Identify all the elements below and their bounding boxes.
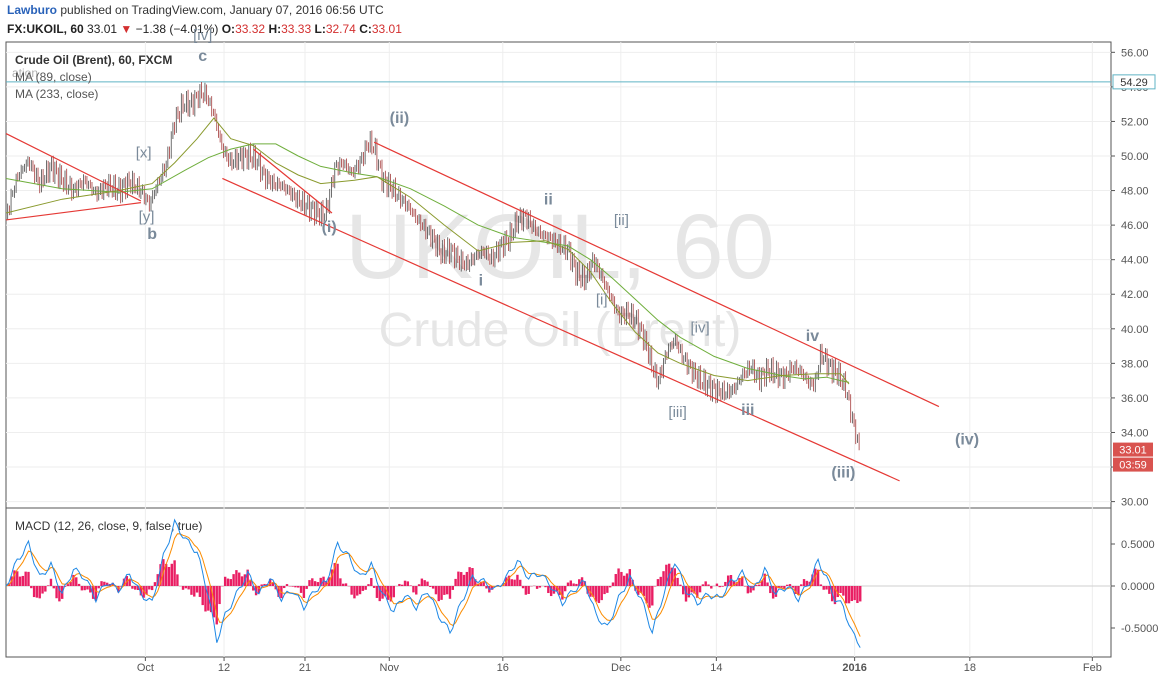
trendlines	[5, 132, 940, 482]
wave-labels: [iv] c [x] [y]b (ii) (i) ii [ii] i [i] [iv] [iii] ii…	[136, 27, 979, 481]
wave-label[interactable]: [iv]	[690, 319, 709, 336]
macd-signal-line	[5, 533, 861, 637]
legend-ma89[interactable]: MA (89, close)	[15, 70, 92, 84]
wave-label[interactable]: [iv]	[193, 27, 212, 44]
time-axis[interactable]: Oct 12 21 Nov 16 Dec 14 2016 18 Feb	[137, 657, 1102, 674]
high-label: H:	[268, 22, 282, 36]
wave-label[interactable]: b	[147, 226, 157, 243]
time-tick-label: Oct	[137, 662, 154, 674]
price-tick-label: 38.00	[1121, 358, 1149, 370]
low-label: L:	[314, 22, 326, 36]
open-value: 33.32	[235, 22, 266, 36]
trendline[interactable]	[252, 148, 333, 214]
symbol-name: FX:UKOIL, 60	[7, 22, 84, 36]
price-tick-label: 34.00	[1121, 427, 1149, 439]
close-label: C:	[359, 22, 372, 36]
trendline[interactable]	[5, 202, 141, 221]
ma233-line[interactable]	[5, 117, 850, 385]
time-tick-label: 14	[710, 662, 722, 674]
macd-tick-label: -0.5000	[1121, 623, 1158, 635]
price-tick-label: 42.00	[1121, 289, 1149, 301]
wave-label[interactable]: i	[479, 273, 483, 290]
price-tick-label: 48.00	[1121, 186, 1149, 198]
symbol-header: FX:UKOIL, 60 33.01 ▼ −1.38 (−4.01%) O:33…	[7, 22, 402, 36]
time-tick-label: Feb	[1083, 662, 1102, 674]
wave-label[interactable]: (i)	[322, 219, 337, 236]
down-arrow-icon: ▼	[120, 22, 133, 36]
publisher-name[interactable]: Lawburo	[7, 3, 57, 17]
countdown-badge-text: 03:59	[1119, 460, 1147, 472]
legend-clipped-text: ation	[12, 66, 38, 80]
wave-label[interactable]: [ii]	[614, 212, 629, 229]
time-tick-label: 16	[497, 662, 509, 674]
wave-label[interactable]: [y]	[139, 209, 155, 226]
trendline[interactable]	[5, 132, 142, 202]
price-tick-label: 30.00	[1121, 497, 1149, 509]
wave-label[interactable]: (iii)	[831, 464, 855, 481]
wave-label[interactable]: c	[198, 48, 207, 65]
time-tick-label: 18	[964, 662, 976, 674]
hline-badge-text: 54.29	[1120, 77, 1148, 89]
wave-label[interactable]: iv	[806, 328, 819, 345]
close-value: 33.01	[371, 22, 402, 36]
price-tick-label: 56.00	[1121, 47, 1149, 59]
last-price: 33.01	[87, 22, 118, 36]
publish-header: Lawburo published on TradingView.com, Ja…	[7, 3, 384, 17]
legend-ma233[interactable]: MA (233, close)	[15, 87, 98, 101]
macd-histogram	[7, 559, 862, 625]
macd-legend[interactable]: MACD (12, 26, close, 9, false, true)	[15, 519, 202, 533]
price-tick-label: 36.00	[1121, 393, 1149, 405]
wave-label[interactable]: iii	[741, 402, 754, 419]
time-tick-label: Dec	[611, 662, 631, 674]
trendline[interactable]	[373, 141, 940, 408]
open-label: O:	[221, 22, 236, 36]
publish-info: published on TradingView.com, January 07…	[60, 3, 384, 17]
price-tick-label: 40.00	[1121, 324, 1149, 336]
legend-instrument[interactable]: Crude Oil (Brent), 60, FXCM	[15, 53, 172, 67]
wave-label[interactable]: [iii]	[668, 404, 686, 421]
price-tick-label: 52.00	[1121, 116, 1149, 128]
price-tick-label: 46.00	[1121, 220, 1149, 232]
wave-label[interactable]: (ii)	[390, 110, 410, 127]
wave-label[interactable]: ii	[544, 191, 553, 208]
wave-label[interactable]: [i]	[596, 292, 608, 309]
grid	[6, 42, 1111, 657]
high-value: 33.33	[281, 22, 312, 36]
macd-tick-label: 0.5000	[1121, 539, 1155, 551]
last-price-badge-text: 33.01	[1119, 445, 1147, 457]
wave-label[interactable]: [x]	[136, 145, 152, 162]
time-tick-label: Nov	[380, 662, 400, 674]
watermark-name: Crude Oil (Brent)	[379, 304, 742, 357]
price-axis[interactable]: 30.0032.0034.0036.0038.0040.0042.0044.00…	[1111, 47, 1149, 509]
price-tick-label: 44.00	[1121, 255, 1149, 267]
time-tick-label: 12	[218, 662, 230, 674]
hline-badge: 54.29	[1112, 74, 1156, 90]
trendline[interactable]	[222, 177, 900, 482]
time-tick-label: 21	[299, 662, 311, 674]
watermark-symbol: UKOIL, 60	[345, 196, 775, 298]
last-price-badge: 33.01 03:59	[1113, 442, 1153, 472]
price-tick-label: 50.00	[1121, 151, 1149, 163]
ma89-line[interactable]	[5, 143, 850, 383]
low-value: 32.74	[325, 22, 356, 36]
macd-axis[interactable]: 0.5000 0.0000 -0.5000	[1111, 539, 1158, 635]
wave-label[interactable]: (iv)	[955, 432, 979, 449]
time-tick-label: 2016	[842, 662, 866, 674]
macd-line	[5, 518, 861, 648]
price-change: −1.38 (−4.01%)	[135, 22, 219, 36]
macd-tick-label: 0.0000	[1121, 581, 1155, 593]
